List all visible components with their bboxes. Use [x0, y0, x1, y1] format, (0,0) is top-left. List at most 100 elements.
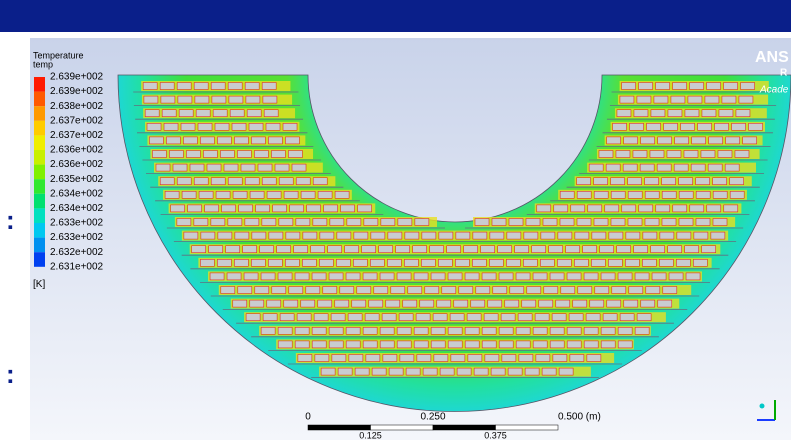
slot [633, 245, 648, 253]
slot [244, 218, 260, 226]
slot [203, 150, 218, 158]
slot [667, 109, 683, 117]
slot [282, 123, 298, 131]
slot [617, 272, 633, 281]
slot [397, 218, 413, 226]
slot [291, 163, 307, 172]
slot [640, 299, 656, 308]
slot [414, 218, 430, 226]
slot [204, 204, 219, 213]
slot [498, 272, 514, 281]
slot [261, 82, 277, 90]
slot [254, 150, 269, 158]
scale-sublabel: 0.125 [359, 430, 382, 440]
slot [566, 272, 582, 281]
slot [277, 272, 293, 281]
slot [288, 150, 303, 158]
slot [251, 136, 266, 145]
slot [209, 272, 225, 281]
slot [285, 231, 301, 240]
slot [346, 218, 362, 226]
scale-sublabel: 0.375 [484, 430, 507, 440]
slot [336, 231, 352, 240]
slot [650, 109, 666, 117]
slot [404, 258, 419, 267]
slot [619, 95, 635, 104]
slot [673, 163, 689, 172]
slot [245, 313, 261, 322]
slot [387, 231, 403, 240]
slot [498, 326, 514, 335]
slot [373, 286, 389, 294]
slot [255, 204, 270, 213]
axis-triad [757, 400, 776, 421]
slot [656, 163, 672, 172]
slot [515, 326, 531, 335]
slot [500, 313, 516, 322]
slot [146, 123, 162, 131]
slot [152, 150, 167, 158]
slot [345, 326, 361, 335]
slot [407, 286, 423, 294]
slot [329, 218, 345, 226]
slot [396, 272, 412, 281]
slot [684, 245, 699, 253]
slot [611, 286, 627, 294]
legend-swatch [34, 252, 45, 267]
slot [163, 123, 179, 131]
legend-label: 2.632e+002 [50, 247, 104, 258]
slot [200, 231, 216, 240]
slot [593, 191, 609, 199]
legend-label: 2.637e+002 [50, 130, 104, 141]
slot [362, 326, 378, 335]
slot [568, 313, 584, 322]
slot [583, 340, 599, 349]
slot [159, 177, 175, 185]
slot [651, 272, 667, 281]
slot [615, 150, 631, 158]
slot [294, 340, 310, 349]
slot [734, 150, 750, 158]
slot [480, 245, 495, 253]
slot [248, 123, 264, 131]
slot [331, 354, 347, 362]
slot [623, 136, 638, 145]
slot [197, 123, 213, 131]
scale-segment [432, 424, 496, 431]
slot [463, 245, 478, 253]
legend-label: 2.636e+002 [50, 145, 104, 156]
slot [549, 340, 565, 349]
slot [591, 258, 606, 267]
slot [210, 218, 226, 226]
slot [687, 95, 703, 104]
slot [388, 367, 404, 376]
slot [432, 313, 448, 322]
slot [693, 231, 709, 240]
slot [161, 109, 177, 117]
slot [430, 326, 446, 335]
slot [617, 326, 633, 335]
slot [636, 95, 652, 104]
slot [334, 191, 350, 199]
slot [577, 286, 593, 294]
slot [489, 231, 505, 240]
slot [327, 245, 342, 253]
slot [659, 231, 675, 240]
slot [242, 245, 257, 253]
slot [676, 231, 692, 240]
slot [176, 177, 192, 185]
slot [225, 245, 240, 253]
slot [717, 150, 733, 158]
slot [515, 340, 531, 349]
slot [455, 258, 470, 267]
slot [557, 258, 572, 267]
slot [472, 258, 487, 267]
slot [254, 286, 270, 294]
slot [142, 82, 158, 90]
slot [370, 231, 386, 240]
slot [246, 109, 262, 117]
legend-label: 2.633e+002 [50, 232, 104, 243]
slot [396, 326, 412, 335]
slot [458, 286, 474, 294]
slot [447, 326, 463, 335]
